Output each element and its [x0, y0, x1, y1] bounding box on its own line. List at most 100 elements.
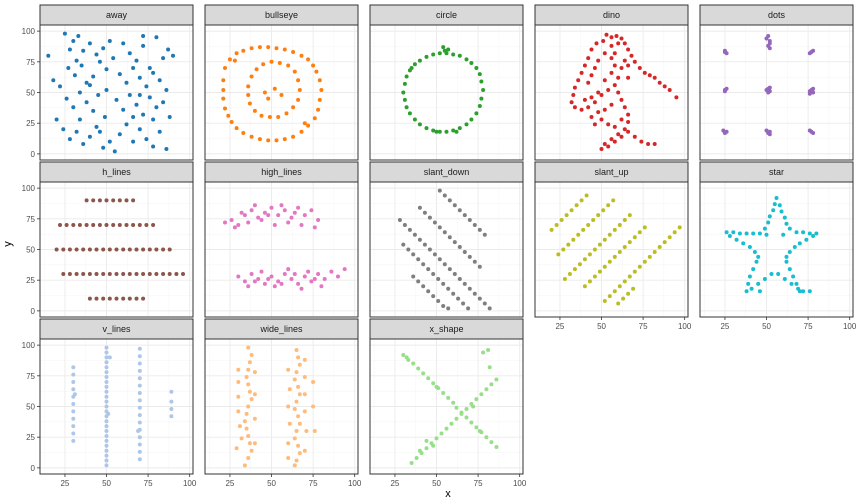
- data-point: [266, 213, 271, 218]
- data-point: [94, 296, 99, 301]
- data-point: [416, 366, 421, 371]
- data-point: [424, 126, 429, 131]
- data-point: [234, 51, 239, 56]
- data-point: [629, 53, 634, 58]
- data-point: [137, 435, 142, 440]
- data-point: [226, 113, 231, 118]
- y-tick-label: 25: [26, 433, 35, 442]
- data-point: [427, 247, 432, 252]
- data-point: [614, 34, 619, 38]
- facet-panel-circle: circle: [369, 4, 524, 161]
- facet-panel-dino: dino: [534, 4, 689, 161]
- data-point: [751, 231, 756, 236]
- data-point: [442, 230, 447, 235]
- data-point: [807, 128, 812, 133]
- data-point: [421, 371, 426, 376]
- data-point: [422, 210, 427, 215]
- data-point: [674, 95, 679, 100]
- data-point: [161, 56, 166, 61]
- data-point: [747, 245, 752, 249]
- data-point: [134, 102, 139, 107]
- data-point: [646, 142, 651, 146]
- data-point: [417, 448, 422, 453]
- data-point: [134, 272, 139, 276]
- data-point: [244, 426, 249, 431]
- data-point: [104, 429, 109, 433]
- data-point: [447, 267, 452, 272]
- data-point: [779, 209, 784, 214]
- data-point: [447, 198, 452, 203]
- data-point: [451, 291, 456, 296]
- data-point: [74, 129, 79, 134]
- data-point: [407, 111, 412, 116]
- data-point: [342, 267, 347, 272]
- data-point: [269, 205, 274, 210]
- data-point: [647, 254, 652, 259]
- data-point: [794, 281, 799, 286]
- data-point: [164, 147, 169, 151]
- data-point: [612, 83, 617, 88]
- data-point: [424, 446, 429, 451]
- data-point: [757, 231, 762, 236]
- data-point: [469, 117, 474, 122]
- facet-strip-label: x_shape: [429, 324, 463, 334]
- data-point: [84, 223, 89, 227]
- data-point: [611, 198, 616, 203]
- data-point: [579, 198, 584, 203]
- data-point: [279, 281, 284, 286]
- data-point: [464, 415, 469, 420]
- data-point: [87, 134, 92, 139]
- data-point: [794, 230, 799, 235]
- data-point: [242, 463, 247, 468]
- data-point: [127, 93, 132, 97]
- data-point: [291, 134, 296, 139]
- data-point: [592, 66, 597, 70]
- data-point: [657, 80, 662, 85]
- data-point: [266, 138, 271, 143]
- data-point: [756, 281, 761, 286]
- y-tick-label: 100: [22, 184, 36, 193]
- data-point: [577, 262, 582, 267]
- data-point: [431, 294, 436, 299]
- data-point: [104, 443, 109, 448]
- data-point: [439, 431, 444, 436]
- data-point: [811, 234, 816, 238]
- data-point: [587, 252, 592, 257]
- data-point: [616, 90, 621, 95]
- data-point: [576, 78, 581, 83]
- data-point: [71, 105, 76, 110]
- data-point: [167, 272, 172, 276]
- data-point: [441, 281, 446, 286]
- y-tick-label: 75: [26, 58, 35, 67]
- data-point: [774, 196, 779, 200]
- data-point: [131, 198, 136, 203]
- data-point: [252, 108, 257, 113]
- facet-strip-label: slant_up: [594, 167, 628, 177]
- data-point: [622, 279, 627, 284]
- data-point: [801, 230, 806, 235]
- data-point: [72, 73, 77, 78]
- data-point: [311, 404, 316, 409]
- data-point: [236, 394, 241, 399]
- data-point: [652, 142, 657, 146]
- data-point: [104, 438, 109, 443]
- panel-border: [204, 24, 359, 161]
- data-point: [67, 272, 72, 276]
- data-point: [606, 122, 611, 127]
- data-point: [586, 105, 591, 110]
- data-point: [637, 264, 642, 269]
- data-point: [607, 294, 612, 299]
- x-tick-label: 100: [513, 479, 527, 488]
- data-point: [621, 296, 626, 301]
- data-point: [54, 117, 59, 122]
- data-point: [234, 126, 239, 131]
- facet-strip-label: dots: [768, 10, 786, 20]
- data-point: [104, 394, 109, 399]
- data-point: [101, 296, 106, 301]
- data-point: [107, 39, 112, 43]
- data-point: [104, 419, 109, 424]
- data-point: [114, 272, 119, 276]
- data-point: [137, 346, 142, 351]
- data-point: [286, 220, 291, 225]
- facet-panel-wide_lines: wide_lines 25 50 75 100: [204, 318, 362, 488]
